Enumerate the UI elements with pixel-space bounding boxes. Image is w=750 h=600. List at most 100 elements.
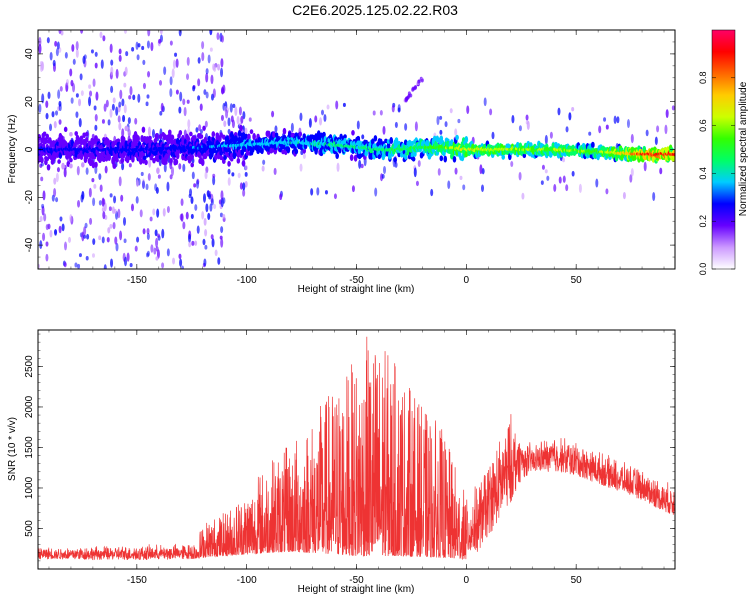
- heatmap-cell: [150, 244, 154, 253]
- heatmap-cell: [169, 76, 173, 86]
- heatmap-cell: [118, 54, 122, 62]
- heatmap-x-tick-label: 0: [464, 275, 470, 286]
- heatmap-cell: [571, 106, 575, 112]
- heatmap-cell: [80, 90, 84, 97]
- heatmap-cell: [123, 238, 127, 244]
- heatmap-cell: [553, 184, 557, 192]
- heatmap-cell: [124, 66, 128, 76]
- heatmap-cell: [69, 132, 73, 137]
- heatmap-cell: [78, 118, 82, 128]
- heatmap-cell: [39, 61, 43, 66]
- heatmap-cell: [110, 85, 114, 94]
- heatmap-cell: [210, 234, 214, 240]
- heatmap-cell: [57, 89, 61, 100]
- heatmap-cell: [40, 156, 44, 164]
- colorbar-frame: [711, 29, 736, 270]
- heatmap-cell: [75, 40, 79, 51]
- heatmap-cell: [622, 191, 626, 200]
- heatmap-cell: [178, 106, 182, 114]
- heatmap-cell: [42, 190, 46, 201]
- heatmap-cell: [146, 94, 150, 99]
- heatmap-cell: [193, 135, 197, 142]
- heatmap-cell: [659, 167, 663, 175]
- heatmap-cell: [109, 43, 113, 53]
- heatmap-cell: [431, 147, 436, 154]
- heatmap-cell: [102, 35, 106, 42]
- heatmap-cell: [117, 115, 121, 123]
- heatmap-cell: [191, 240, 195, 246]
- heatmap-cell: [261, 165, 265, 172]
- heatmap-cell: [182, 221, 186, 230]
- heatmap-cell: [197, 95, 201, 101]
- heatmap-cell: [209, 30, 213, 36]
- heatmap-y-axis-label: Frequency (Hz): [7, 115, 18, 184]
- heatmap-cell: [578, 183, 582, 193]
- heatmap-cell: [123, 216, 127, 226]
- heatmap-cell: [397, 104, 401, 112]
- heatmap-cell: [219, 212, 223, 218]
- heatmap-cell: [605, 124, 609, 130]
- heatmap-cell: [92, 197, 96, 207]
- heatmap-cell: [121, 98, 125, 107]
- heatmap-cell: [181, 265, 185, 269]
- heatmap-cell: [219, 155, 223, 161]
- heatmap-cell: [38, 103, 42, 113]
- heatmap-cell: [274, 125, 278, 133]
- heatmap-cell: [55, 172, 59, 183]
- heatmap-cell: [188, 193, 192, 199]
- heatmap-cell: [174, 52, 178, 57]
- heatmap-cell: [166, 248, 170, 257]
- heatmap-cell: [349, 154, 354, 161]
- heatmap-cell: [152, 157, 156, 164]
- heatmap-cell: [82, 55, 86, 65]
- heatmap-cell: [130, 203, 134, 212]
- heatmap-cell: [40, 176, 44, 182]
- heatmap-cell: [595, 178, 599, 188]
- heatmap-cell: [147, 173, 151, 181]
- heatmap-cell: [518, 171, 522, 181]
- snr-x-tick-label: 0: [464, 575, 470, 586]
- heatmap-cell: [81, 162, 85, 168]
- heatmap-cell: [182, 163, 186, 173]
- heatmap-cell: [69, 214, 73, 223]
- heatmap-cell: [411, 156, 416, 162]
- heatmap-cell: [656, 125, 660, 133]
- heatmap-cell: [645, 129, 649, 137]
- heatmap-cell: [417, 160, 421, 167]
- heatmap-cell: [236, 116, 240, 125]
- heatmap-cell: [47, 223, 51, 230]
- heatmap-cell: [145, 101, 149, 107]
- heatmap-cell: [544, 169, 548, 174]
- heatmap-cell: [178, 163, 182, 170]
- heatmap-cell: [629, 174, 633, 183]
- heatmap-cell: [71, 44, 75, 52]
- heatmap-cell: [158, 38, 162, 44]
- heatmap-cell: [381, 174, 385, 179]
- heatmap-cell: [198, 124, 202, 132]
- heatmap-cell: [45, 133, 50, 140]
- heatmap-cell: [452, 155, 457, 163]
- heatmap-cell: [68, 236, 72, 243]
- heatmap-cell: [414, 121, 418, 132]
- heatmap-cell: [211, 131, 216, 138]
- heatmap-cell: [571, 170, 575, 177]
- heatmap-cell: [131, 47, 135, 52]
- heatmap-cell: [234, 106, 238, 117]
- heatmap-cell: [134, 245, 138, 252]
- heatmap-cell: [242, 111, 246, 120]
- heatmap-cell: [45, 112, 49, 120]
- heatmap-cell: [104, 165, 108, 174]
- heatmap-cell: [159, 30, 163, 35]
- heatmap-cell: [42, 131, 47, 136]
- heatmap-cell: [526, 120, 530, 131]
- heatmap-cell: [155, 187, 159, 194]
- heatmap-cell: [236, 157, 241, 164]
- colorbar-tick-label: 0.2: [698, 215, 708, 228]
- heatmap-cell: [462, 184, 466, 191]
- heatmap-cell: [45, 100, 49, 109]
- heatmap-y-tick-label: 20: [24, 96, 35, 108]
- heatmap-cell: [129, 263, 133, 268]
- heatmap-cell: [413, 167, 417, 178]
- heatmap-cell: [65, 78, 69, 86]
- heatmap-cell: [199, 129, 203, 135]
